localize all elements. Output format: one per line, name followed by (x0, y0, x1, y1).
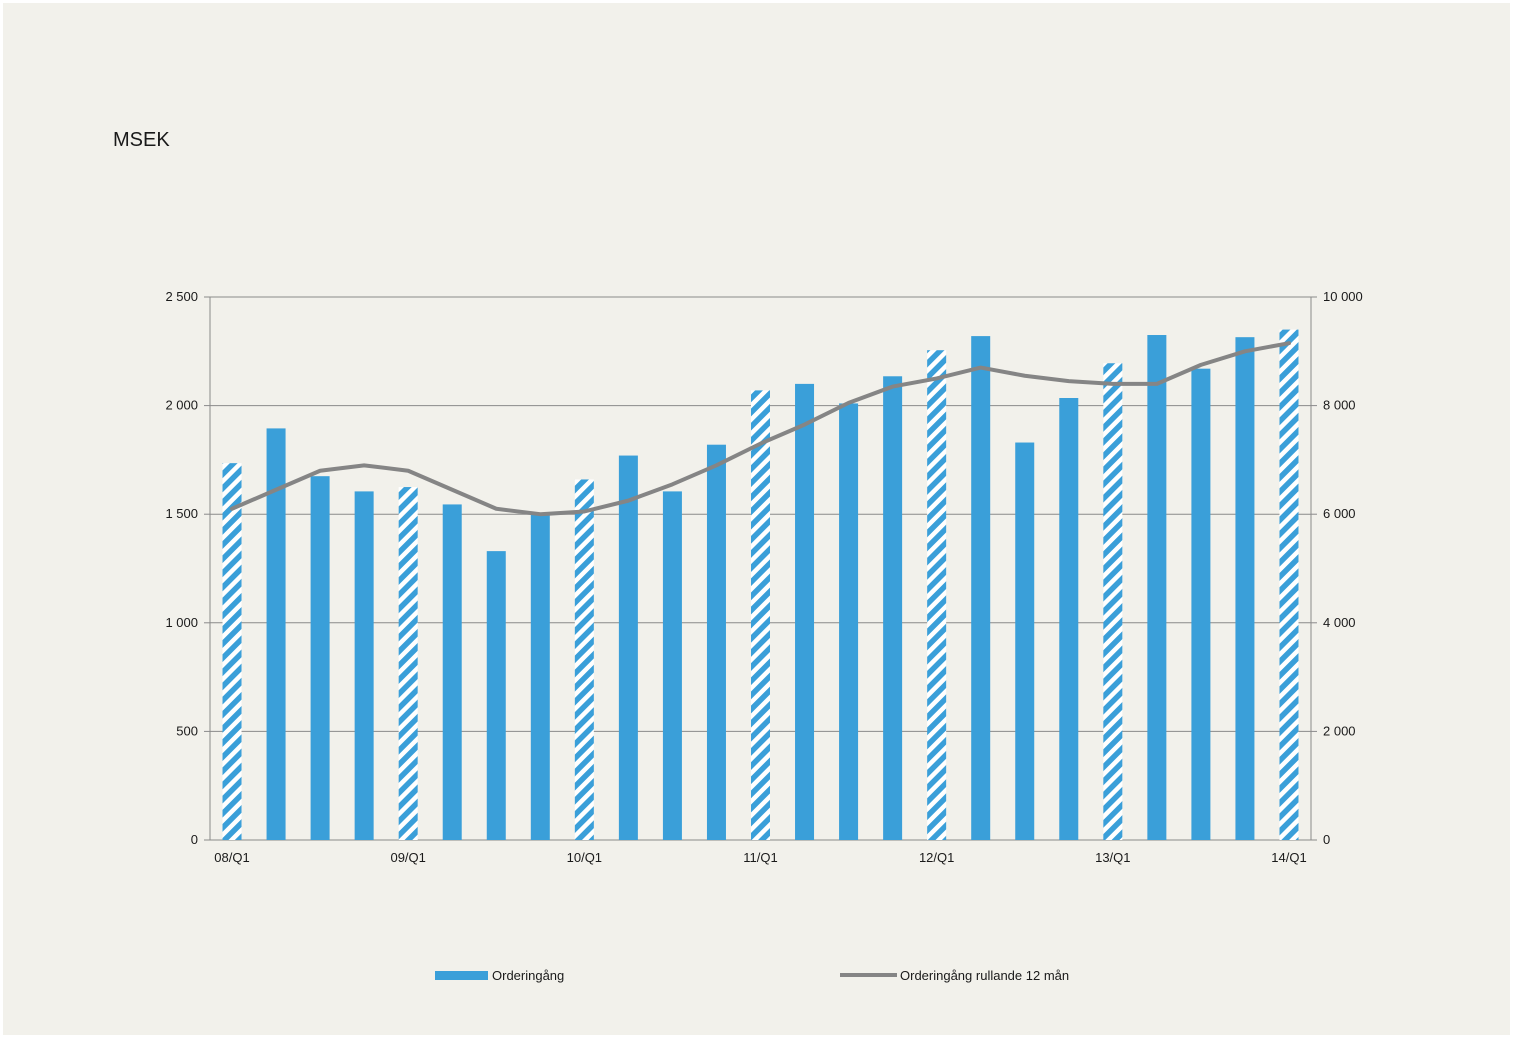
x-tick-label: 08/Q1 (214, 850, 249, 865)
legend-label-orderingang: Orderingång (492, 968, 564, 983)
y-right-tick-label: 2 000 (1323, 723, 1356, 738)
x-tick-label: 12/Q1 (919, 850, 954, 865)
y-left-tick-label: 2 000 (165, 398, 198, 413)
y-left-tick-label: 0 (191, 832, 198, 847)
legend-bar-swatch (435, 971, 488, 980)
y-right-tick-label: 10 000 (1323, 289, 1363, 304)
x-tick-label: 13/Q1 (1095, 850, 1130, 865)
bar-hatched (927, 350, 947, 840)
unit-label: MSEK (113, 129, 170, 151)
bar (618, 455, 638, 840)
bar-series (222, 329, 1299, 840)
x-tick-label: 14/Q1 (1271, 850, 1306, 865)
bar (883, 376, 903, 840)
bar-hatched (1279, 329, 1299, 840)
bar (530, 514, 550, 840)
x-tick-label: 11/Q1 (743, 850, 777, 865)
x-tick-label: 10/Q1 (567, 850, 602, 865)
y-left-tick-label: 1 000 (165, 615, 198, 630)
bar-hatched (222, 463, 242, 840)
bar (1015, 442, 1035, 840)
bar (839, 403, 859, 840)
y-left-tick-label: 2 500 (165, 289, 198, 304)
y-left-tick-label: 500 (176, 723, 198, 738)
y-right-tick-label: 0 (1323, 832, 1330, 847)
bar (706, 444, 726, 840)
bar (662, 491, 682, 840)
bar (1235, 337, 1255, 840)
y-right-tick-label: 6 000 (1323, 506, 1356, 521)
y-left-tick-label: 1 500 (165, 506, 198, 521)
y-right-tick-label: 8 000 (1323, 398, 1356, 413)
x-tick-label: 09/Q1 (390, 850, 425, 865)
bar (486, 551, 506, 840)
bar (1147, 335, 1167, 840)
y-right-tick-label: 4 000 (1323, 615, 1356, 630)
legend: Orderingång Orderingång rullande 12 mån (435, 968, 1069, 983)
legend-label-rolling: Orderingång rullande 12 mån (900, 968, 1069, 983)
bar (442, 504, 462, 840)
bar (1059, 397, 1079, 840)
bar (310, 476, 330, 840)
bar (1191, 368, 1211, 840)
bar-hatched (1103, 363, 1123, 840)
bar (266, 428, 286, 840)
bar-hatched (574, 479, 594, 840)
bar (354, 491, 374, 840)
bar-hatched (751, 390, 770, 840)
bar (795, 383, 815, 840)
line-series (230, 341, 1291, 517)
bar-hatched (398, 487, 418, 840)
bar (971, 336, 991, 840)
tick-labels: 0 500 1 000 1 500 2 000 2 500 0 2 000 4 000 6 000… (165, 289, 1362, 865)
